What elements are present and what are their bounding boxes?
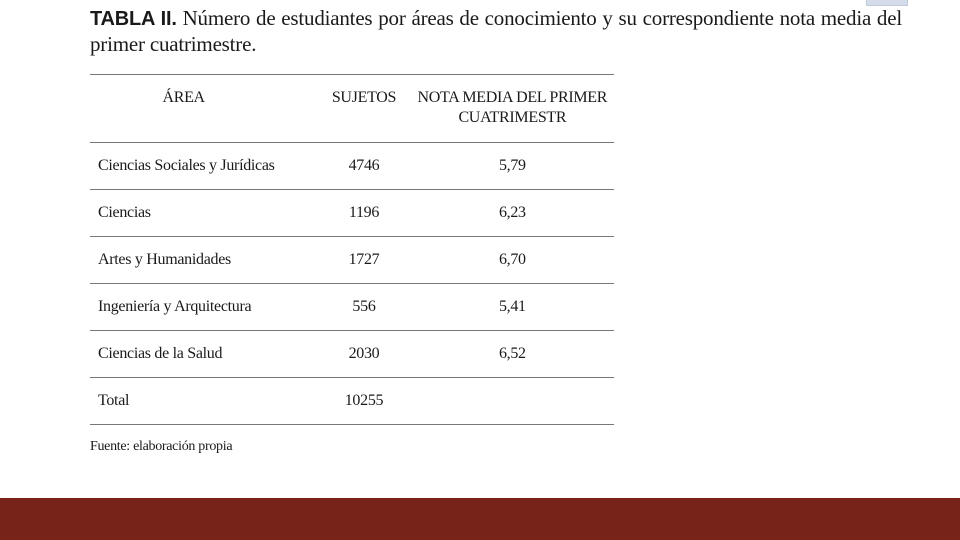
cell-sujetos: 4746: [317, 142, 411, 190]
cell-nota: 6,23: [410, 189, 614, 237]
cell-area: Ingeniería y Arquitectura: [90, 283, 318, 331]
cell-nota: 6,52: [410, 330, 614, 378]
cell-nota: [410, 377, 614, 425]
caption-text: Número de estudiantes por áreas de conoc…: [90, 6, 902, 56]
table-header-row: ÁREA SUJETOS NOTA MEDIA DEL PRIMER CUATR…: [90, 74, 614, 143]
cell-area: Total: [90, 377, 318, 425]
cell-sujetos: 2030: [317, 330, 411, 378]
table-row: Artes y Humanidades 1727 6,70: [90, 236, 614, 284]
cell-area: Ciencias Sociales y Jurídicas: [90, 142, 318, 190]
table-caption: TABLA II. Número de estudiantes por área…: [90, 6, 902, 57]
table-row: Ciencias Sociales y Jurídicas 4746 5,79: [90, 142, 614, 190]
cell-sujetos: 556: [317, 283, 411, 331]
footer-bar: [0, 498, 960, 540]
table-row-total: Total 10255: [90, 377, 614, 425]
header-nota: NOTA MEDIA DEL PRIMER CUATRIMESTR: [410, 74, 614, 143]
table-row: Ingeniería y Arquitectura 556 5,41: [90, 283, 614, 331]
header-nota-line1: NOTA MEDIA DEL PRIMER: [417, 89, 608, 106]
header-nota-line2: CUATRIMESTR: [458, 109, 567, 126]
header-area: ÁREA: [90, 74, 318, 143]
corner-tab: [866, 0, 908, 6]
cell-sujetos: 1727: [317, 236, 411, 284]
cell-nota: 5,41: [410, 283, 614, 331]
table-source: Fuente: elaboración propia: [90, 439, 233, 454]
cell-area: Ciencias: [90, 189, 318, 237]
cell-nota: 6,70: [410, 236, 614, 284]
table-row: Ciencias de la Salud 2030 6,52: [90, 330, 614, 378]
caption-label: TABLA II.: [90, 8, 177, 30]
cell-sujetos: 1196: [317, 189, 411, 237]
data-table: ÁREA SUJETOS NOTA MEDIA DEL PRIMER CUATR…: [90, 74, 614, 425]
cell-area: Ciencias de la Salud: [90, 330, 318, 378]
header-sujetos: SUJETOS: [317, 74, 411, 143]
table-row: Ciencias 1196 6,23: [90, 189, 614, 237]
cell-sujetos: 10255: [317, 377, 411, 425]
cell-area: Artes y Humanidades: [90, 236, 318, 284]
cell-nota: 5,79: [410, 142, 614, 190]
